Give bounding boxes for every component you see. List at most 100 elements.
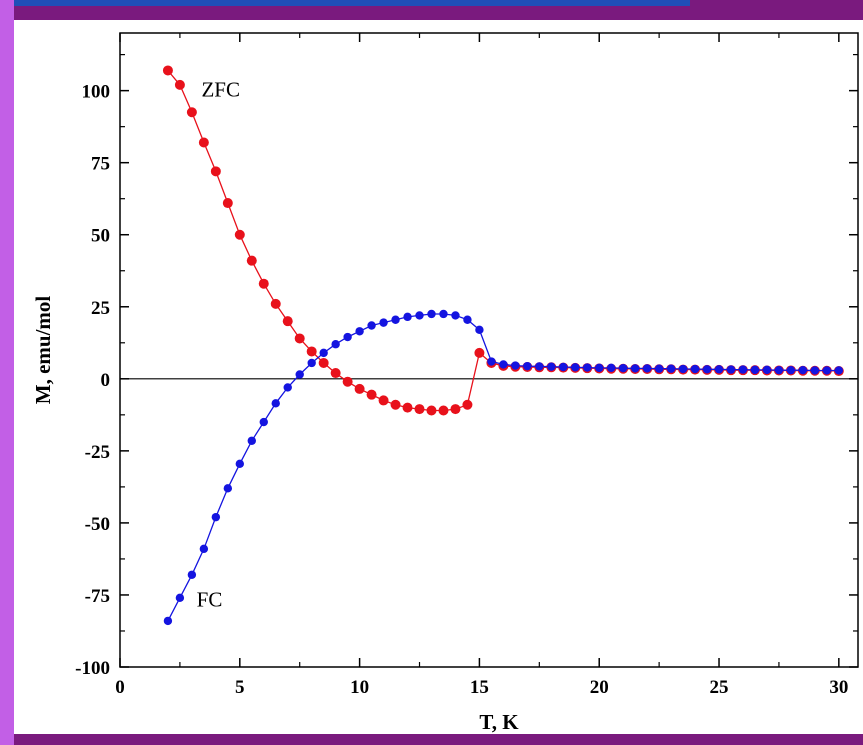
label-layer: 0 5 10 15 20 25 30 -100 -75 -50 -25 0 25 50 75 100 T, K M… bbox=[31, 78, 848, 734]
data-point-fc bbox=[271, 399, 280, 408]
data-point-zfc bbox=[450, 404, 461, 415]
data-point-fc bbox=[666, 364, 676, 373]
data-point-fc bbox=[247, 436, 256, 445]
data-point-fc bbox=[235, 459, 245, 469]
x-tick-label: 5 bbox=[235, 677, 245, 698]
data-point-fc bbox=[331, 340, 340, 349]
data-point-fc bbox=[319, 348, 328, 358]
x-tick-label: 20 bbox=[590, 677, 609, 698]
data-point-fc bbox=[774, 365, 784, 375]
series-layer bbox=[162, 65, 844, 626]
data-point-fc bbox=[427, 309, 436, 319]
data-point-fc bbox=[223, 484, 233, 493]
data-point-fc bbox=[211, 512, 221, 522]
series-annotation: FC bbox=[197, 588, 223, 612]
data-point-zfc bbox=[210, 166, 221, 177]
data-point-fc bbox=[786, 365, 796, 375]
data-point-fc bbox=[690, 364, 700, 374]
data-point-fc bbox=[367, 321, 376, 330]
data-point-fc bbox=[475, 325, 484, 335]
y-tick-label: -75 bbox=[85, 586, 110, 607]
data-point-zfc bbox=[282, 316, 293, 327]
x-tick-label: 25 bbox=[710, 677, 729, 698]
y-tick-label: 100 bbox=[82, 82, 111, 103]
series-line-fc bbox=[167, 313, 839, 622]
data-point-fc bbox=[451, 311, 460, 320]
data-point-fc bbox=[559, 362, 568, 372]
data-point-zfc bbox=[390, 399, 401, 410]
data-point-zfc bbox=[366, 389, 377, 400]
data-point-fc bbox=[175, 593, 185, 603]
data-point-fc bbox=[343, 332, 352, 342]
data-point-zfc bbox=[258, 278, 269, 289]
data-point-fc bbox=[439, 309, 448, 319]
data-point-fc bbox=[391, 315, 400, 324]
data-point-fc bbox=[379, 318, 388, 327]
data-point-zfc bbox=[438, 405, 449, 416]
data-point-fc bbox=[571, 363, 580, 372]
x-tick-label: 0 bbox=[115, 677, 125, 698]
data-point-fc bbox=[199, 544, 209, 554]
data-point-fc bbox=[834, 366, 844, 375]
data-point-fc bbox=[415, 311, 424, 320]
data-point-fc bbox=[547, 362, 556, 371]
x-tick-label: 10 bbox=[350, 677, 369, 698]
series-line-zfc bbox=[167, 70, 839, 412]
plot-frame bbox=[119, 32, 859, 668]
y-tick-label: 0 bbox=[101, 370, 111, 391]
top-accent-strip bbox=[0, 0, 690, 6]
x-tick-label: 30 bbox=[829, 677, 848, 698]
data-point-fc bbox=[583, 363, 592, 372]
data-point-fc bbox=[595, 363, 604, 373]
data-point-zfc bbox=[462, 399, 473, 410]
data-point-zfc bbox=[330, 368, 341, 379]
data-point-fc bbox=[607, 363, 616, 373]
data-point-fc bbox=[307, 358, 316, 368]
data-point-zfc bbox=[354, 383, 365, 394]
data-point-fc bbox=[259, 417, 268, 427]
data-point-zfc bbox=[414, 404, 425, 415]
y-tick-label: -25 bbox=[85, 442, 110, 463]
series-annotation: ZFC bbox=[201, 78, 240, 102]
y-tick-label: 75 bbox=[91, 154, 110, 175]
data-point-fc bbox=[283, 383, 292, 392]
series-fc bbox=[163, 309, 844, 626]
left-accent-bar bbox=[0, 0, 14, 745]
data-point-zfc bbox=[162, 65, 173, 76]
chart-panel: 0 5 10 15 20 25 30 -100 -75 -50 -25 0 25 50 75 100 T, K M… bbox=[14, 20, 863, 734]
data-point-zfc bbox=[174, 79, 185, 90]
data-point-fc bbox=[702, 365, 712, 374]
x-axis-title: T, K bbox=[479, 710, 519, 734]
data-point-fc bbox=[499, 360, 508, 369]
data-point-fc bbox=[463, 315, 472, 324]
data-point-zfc bbox=[426, 405, 437, 416]
data-point-fc bbox=[295, 370, 304, 379]
data-point-fc bbox=[798, 365, 808, 375]
data-point-fc bbox=[642, 364, 652, 373]
data-point-zfc bbox=[234, 229, 245, 240]
data-point-zfc bbox=[378, 395, 389, 406]
data-point-fc bbox=[678, 364, 688, 374]
data-point-zfc bbox=[474, 347, 485, 358]
data-point-zfc bbox=[198, 137, 209, 148]
data-point-fc bbox=[511, 361, 520, 370]
y-tick-label: 25 bbox=[91, 298, 110, 319]
x-tick-label: 15 bbox=[470, 677, 489, 698]
magnetization-chart: 0 5 10 15 20 25 30 -100 -75 -50 -25 0 25 50 75 100 T, K M… bbox=[31, 32, 859, 734]
data-point-fc bbox=[714, 365, 724, 374]
data-point-fc bbox=[618, 363, 628, 373]
data-point-zfc bbox=[270, 298, 281, 309]
data-point-zfc bbox=[402, 402, 413, 413]
data-point-fc bbox=[750, 365, 760, 375]
data-point-zfc bbox=[306, 346, 317, 357]
data-point-fc bbox=[810, 366, 820, 375]
data-point-fc bbox=[487, 357, 496, 366]
data-point-fc bbox=[822, 366, 832, 375]
data-point-fc bbox=[762, 365, 772, 375]
data-point-fc bbox=[163, 616, 173, 626]
data-point-fc bbox=[654, 364, 664, 373]
y-tick-label: 50 bbox=[91, 226, 110, 247]
data-point-fc bbox=[523, 361, 532, 371]
data-point-zfc bbox=[186, 107, 197, 118]
data-point-fc bbox=[187, 570, 197, 579]
